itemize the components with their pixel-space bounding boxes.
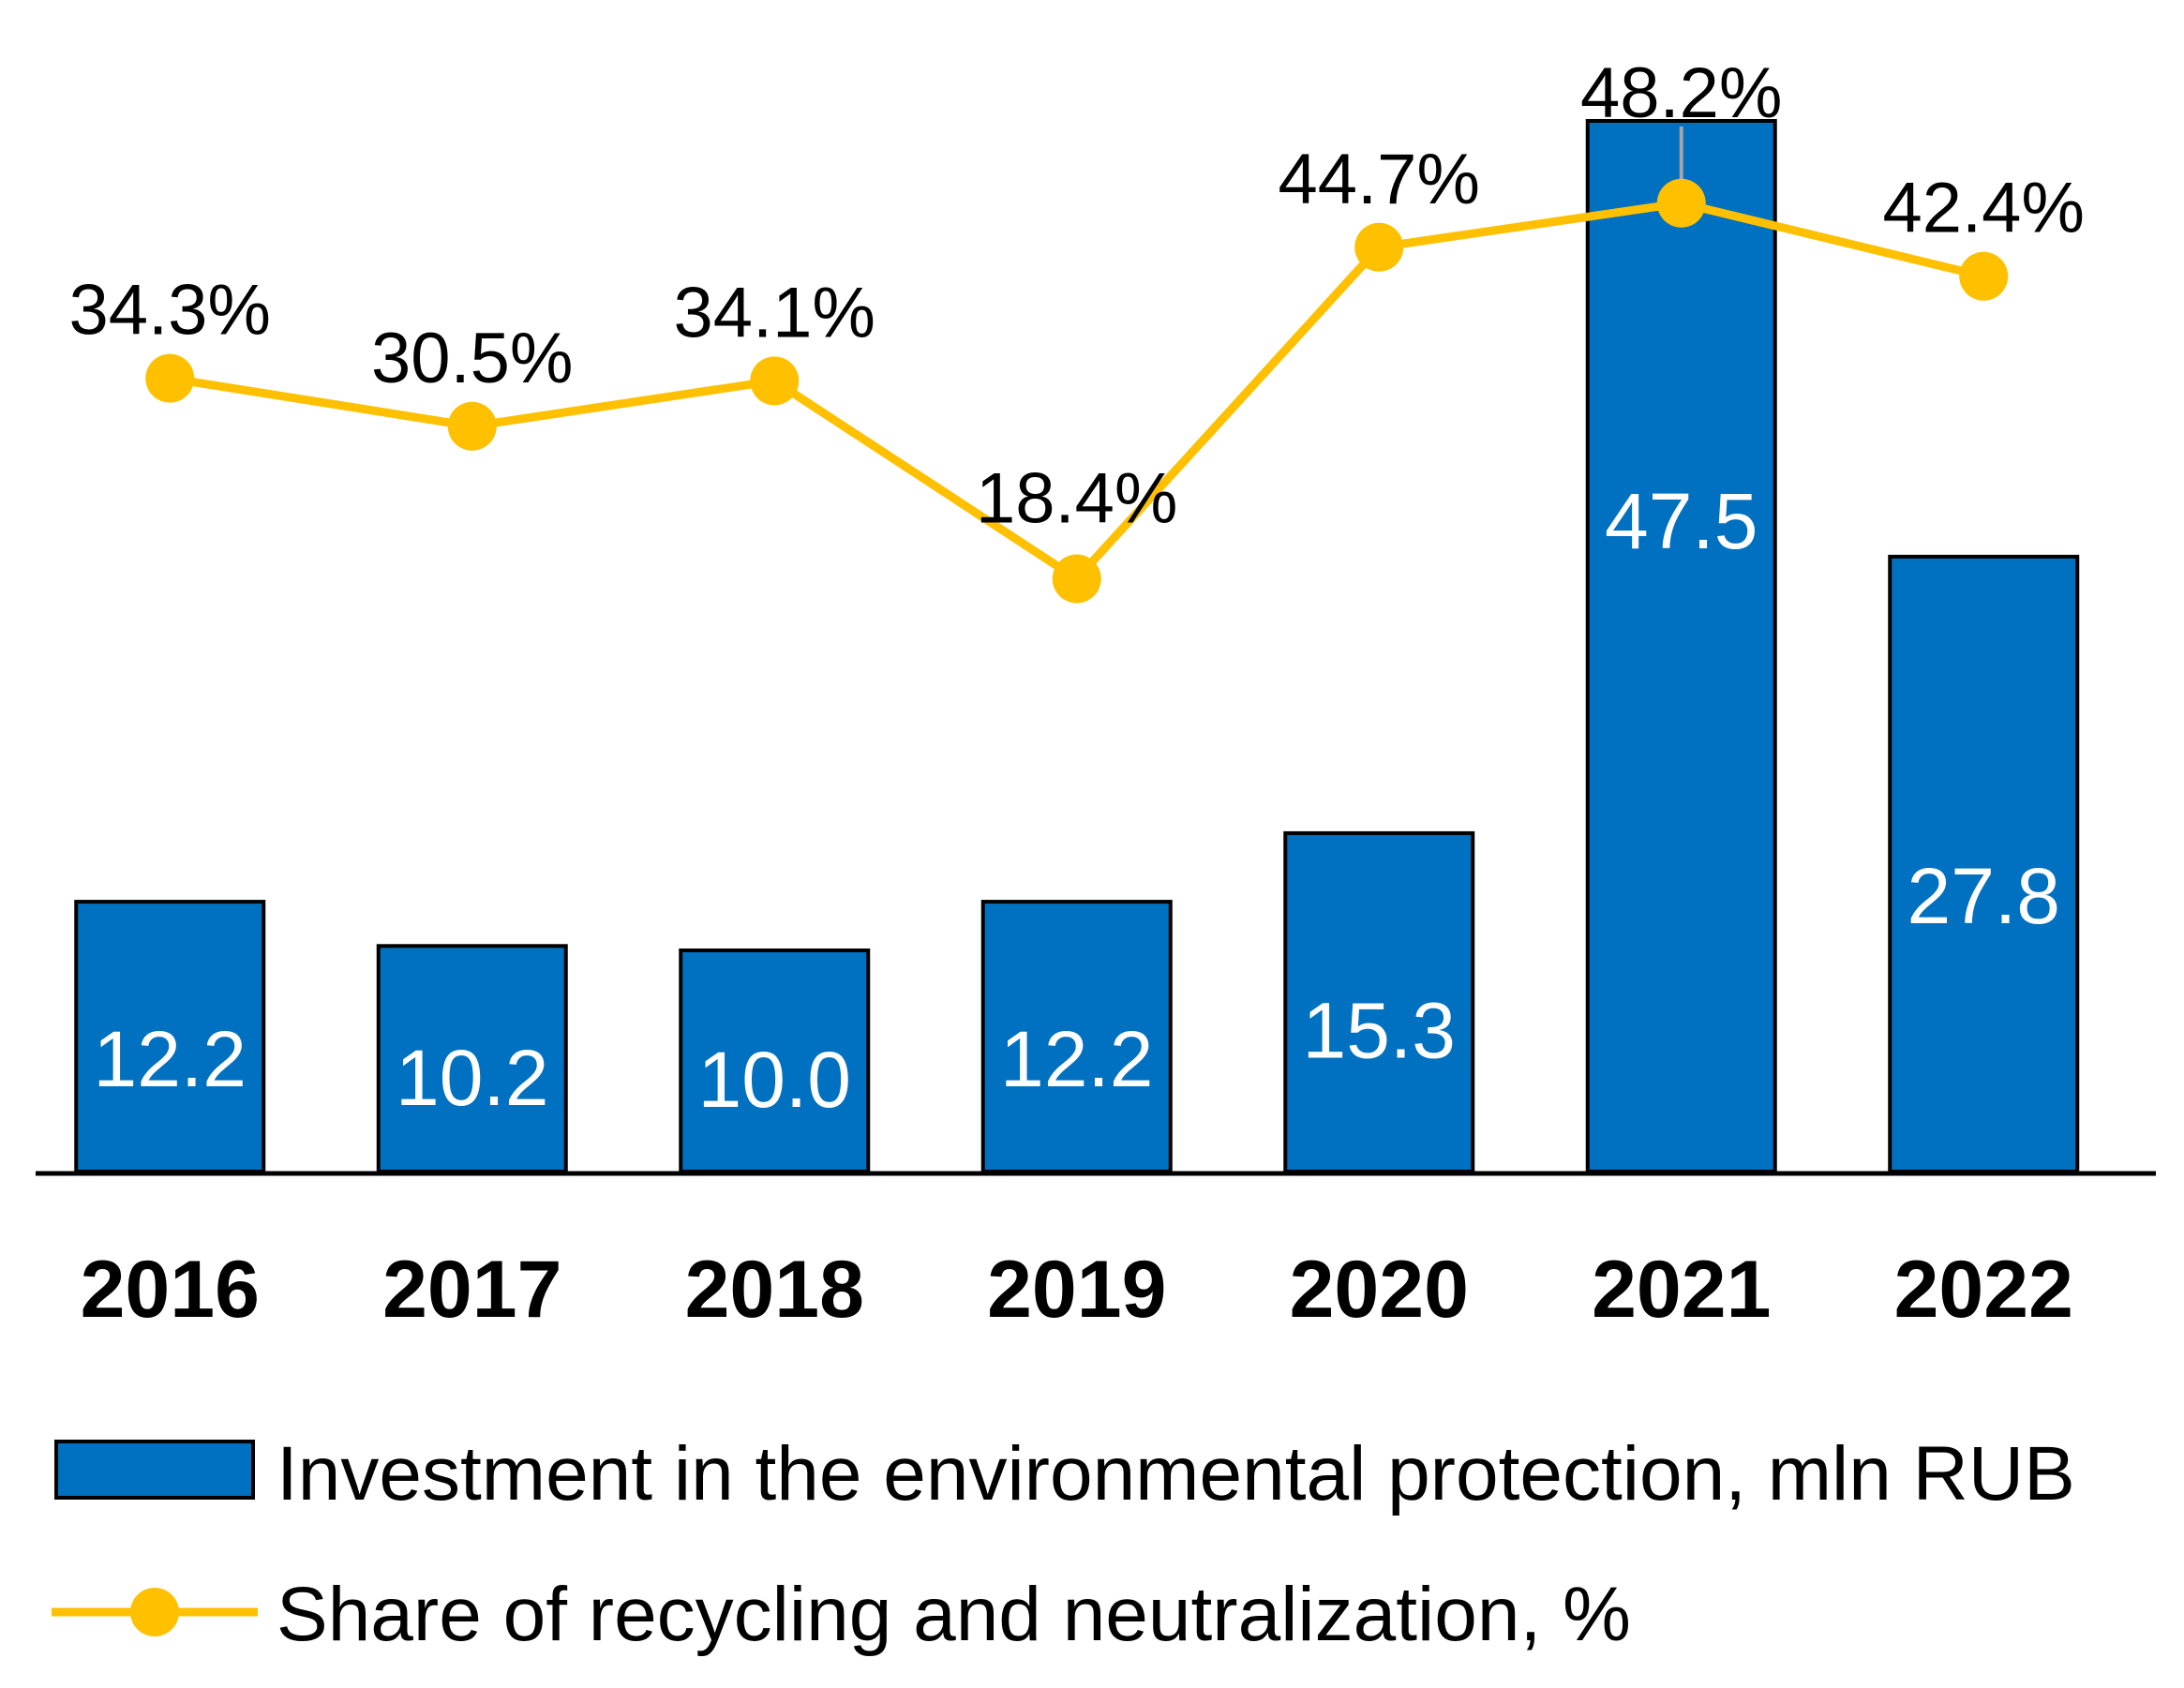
labels-layer: 12.2 10.2 10.0 12.2 15.3 47.5 27.8 34.3% 30.5% 34… bbox=[69, 53, 2086, 1124]
bar-2019 bbox=[980, 900, 1173, 1174]
x-tick-label: 2018 bbox=[685, 1245, 864, 1335]
line-layer bbox=[145, 127, 2009, 604]
share-value-label: 18.4% bbox=[976, 459, 1178, 539]
share-value-label: 42.4% bbox=[1883, 169, 2086, 248]
legend-bar-label: Investment in the environmental protecti… bbox=[277, 1431, 2075, 1516]
x-tick-label: 2021 bbox=[1592, 1245, 1771, 1335]
bar-value-label: 15.3 bbox=[1303, 986, 1457, 1074]
share-point-2021 bbox=[1656, 178, 1706, 228]
share-value-label: 30.5% bbox=[371, 319, 574, 398]
share-value-label: 34.3% bbox=[69, 271, 272, 351]
bar-2018 bbox=[679, 949, 871, 1173]
share-point-2016 bbox=[145, 353, 195, 403]
bar-value-label: 12.2 bbox=[94, 1015, 247, 1103]
share-point-2018 bbox=[750, 356, 800, 406]
ticks-layer: 2016 2017 2018 2019 2020 2021 2022 bbox=[81, 1245, 2073, 1335]
share-point-2020 bbox=[1354, 222, 1404, 272]
bar-2017 bbox=[376, 944, 568, 1174]
x-tick-label: 2019 bbox=[987, 1245, 1166, 1335]
bar-value-label: 10.0 bbox=[698, 1036, 852, 1124]
bar-2016 bbox=[74, 900, 266, 1174]
share-point-2017 bbox=[447, 401, 497, 451]
share-value-label: 34.1% bbox=[674, 273, 876, 352]
legend-line-marker bbox=[130, 1588, 179, 1636]
x-tick-label: 2022 bbox=[1894, 1245, 2073, 1335]
bar-2021 bbox=[1585, 119, 1777, 1173]
x-tick-label: 2020 bbox=[1290, 1245, 1469, 1335]
bar-2022 bbox=[1888, 554, 2080, 1173]
share-point-2019 bbox=[1052, 554, 1101, 604]
bar-value-label: 10.2 bbox=[396, 1034, 549, 1122]
share-value-label: 44.7% bbox=[1279, 140, 1481, 219]
share-value-label: 48.2% bbox=[1580, 53, 1783, 133]
legend-bar-swatch bbox=[54, 1440, 255, 1500]
bar-value-label: 12.2 bbox=[1000, 1015, 1154, 1103]
x-tick-label: 2016 bbox=[81, 1245, 260, 1335]
share-point-2022 bbox=[1959, 251, 2009, 301]
bars-layer bbox=[74, 119, 2080, 1174]
legend: Investment in the environmental protecti… bbox=[52, 1431, 2075, 1657]
legend-line-label: Share of recycling and neutralization, % bbox=[277, 1572, 1631, 1657]
x-tick-label: 2017 bbox=[382, 1245, 561, 1335]
bar-value-label: 27.8 bbox=[1907, 852, 2061, 940]
bar-value-label: 47.5 bbox=[1605, 477, 1758, 565]
